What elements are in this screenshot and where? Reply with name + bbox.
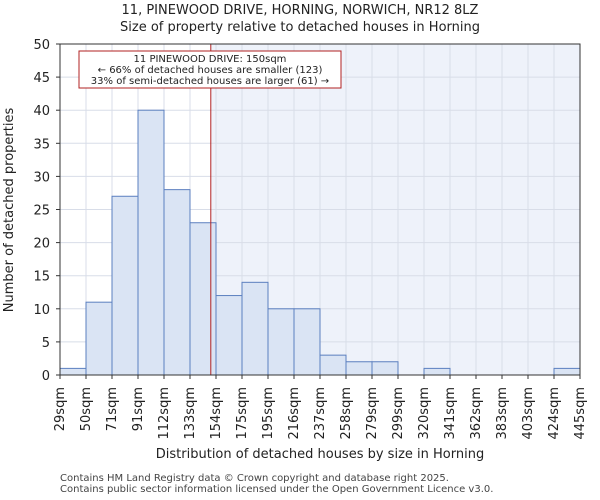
histogram-bar [267,308,295,376]
y-tick-label: 15 [33,270,50,285]
x-tick-label: 362sqm [469,387,484,440]
bars [59,109,581,376]
x-tick-label: 279sqm [365,387,380,440]
histogram-bar [553,367,581,376]
chart-title: Size of property relative to detached ho… [120,20,480,35]
histogram-bar [59,367,87,376]
y-axis-ticks: 0 5 10 15 20 25 30 35 40 45 50 [33,38,60,384]
histogram-bar [137,109,165,376]
x-tick-label: 154sqm [209,387,224,440]
y-tick-label: 25 [33,204,50,219]
histogram-bar [423,367,451,376]
x-tick-label: 195sqm [261,387,276,440]
x-tick-label: 445sqm [573,387,588,440]
x-axis-ticks: 29sqm 50sqm 71sqm 91sqm 112sqm 133sqm 154sqm 17… [53,375,588,440]
annotation-box: 11 PINEWOOD DRIVE: 150sqm ← 66% of detac… [78,50,342,89]
x-tick-label: 29sqm [53,387,68,431]
histogram-bar [319,354,347,376]
x-tick-label: 424sqm [547,387,562,440]
x-tick-label: 216sqm [287,387,302,440]
histogram-bar [293,308,321,376]
y-tick-label: 0 [42,369,50,384]
histogram-bar [189,222,217,376]
x-tick-label: 320sqm [417,387,432,440]
x-tick-label: 50sqm [79,387,94,431]
footer-licence: Contains public sector information licen… [60,484,494,495]
y-tick-label: 5 [42,336,50,351]
y-tick-label: 30 [33,170,50,185]
x-tick-label: 133sqm [183,387,198,440]
x-tick-label: 112sqm [157,387,172,440]
chart-title-address: 11, PINEWOOD DRIVE, HORNING, NORWICH, NR… [121,3,479,18]
x-tick-label: 91sqm [131,387,146,431]
histogram-bar [163,189,191,376]
y-axis-label: Number of detached properties [2,108,17,313]
x-tick-label: 71sqm [105,387,120,431]
histogram-bar [371,361,399,376]
annotation-line-1: 11 PINEWOOD DRIVE: 150sqm [134,54,287,65]
annotation-frame [78,50,342,89]
y-tick-label: 40 [33,104,50,119]
annotation-line-2: ← 66% of detached houses are smaller (12… [98,65,323,76]
x-axis-label: Distribution of detached houses by size … [156,447,484,462]
x-tick-label: 237sqm [313,387,328,440]
y-tick-label: 10 [33,303,50,318]
x-tick-label: 341sqm [443,387,458,440]
y-tick-label: 45 [33,71,50,86]
annotation-line-3: 33% of semi-detached houses are larger (… [91,76,329,87]
x-tick-label: 175sqm [235,387,250,440]
footer-copyright: Contains HM Land Registry data © Crown c… [60,473,449,484]
x-tick-label: 383sqm [495,387,510,440]
y-tick-label: 50 [33,38,50,53]
x-tick-label: 403sqm [521,387,536,440]
histogram-bar [241,281,269,376]
histogram-bar [215,295,243,376]
histogram-bar [345,361,373,376]
x-tick-label: 299sqm [391,387,406,440]
x-tick-label: 258sqm [339,387,354,440]
y-tick-label: 35 [33,137,50,152]
histogram-bar [85,301,113,376]
histogram-bar [111,195,139,376]
y-tick-label: 20 [33,237,50,252]
